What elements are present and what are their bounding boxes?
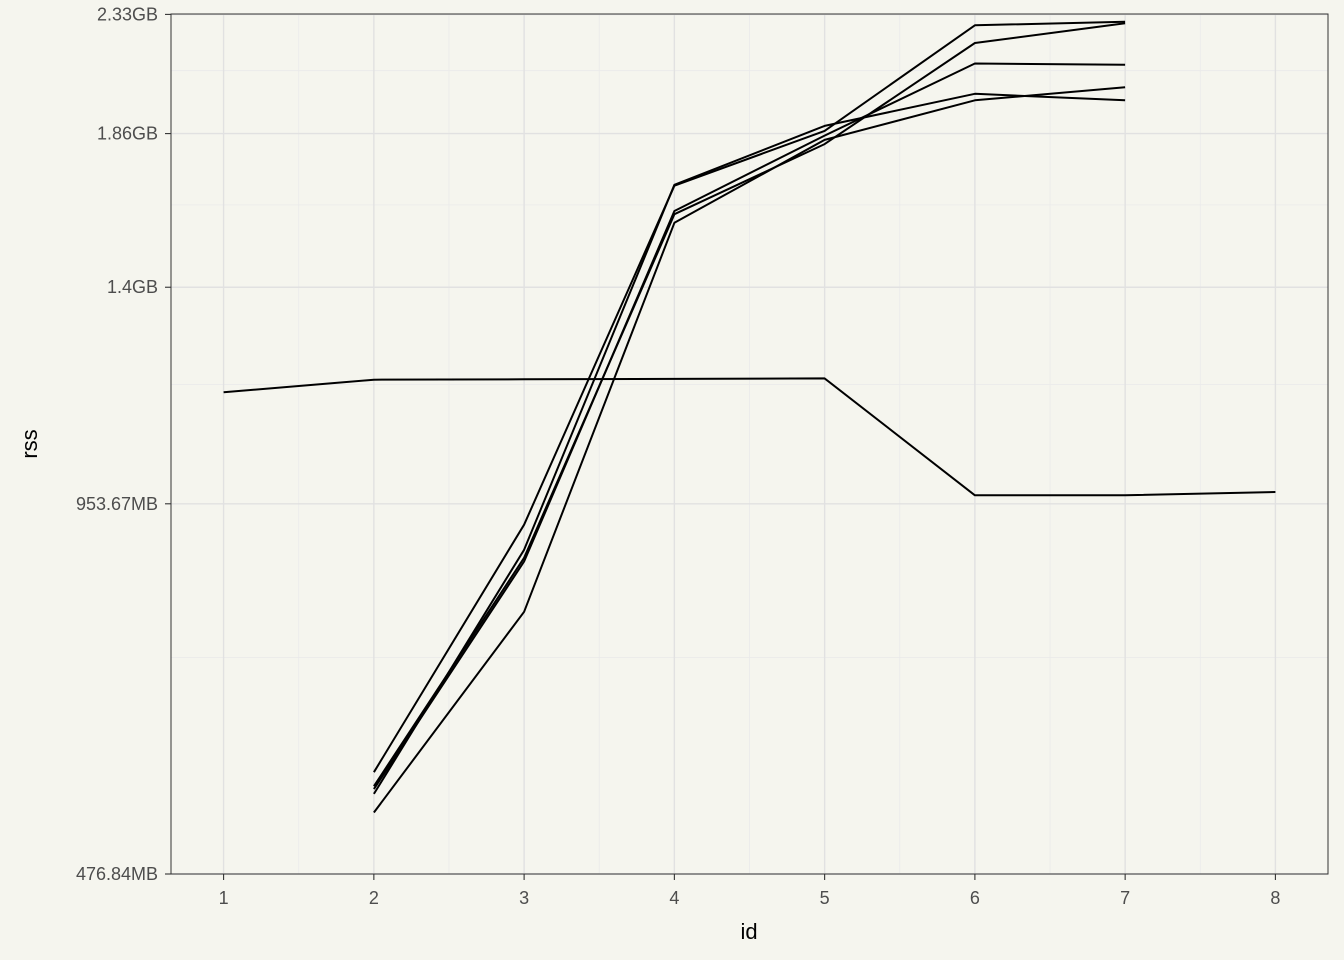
x-tick-label: 1 [219, 888, 229, 908]
series-lines [223, 20, 1276, 814]
y-tick-label: 953.67MB [76, 494, 158, 514]
x-axis-title: id [740, 919, 757, 944]
x-axis: 1 2 3 4 5 6 7 8 [219, 874, 1280, 908]
series-line-3 [373, 22, 1126, 787]
plot-border [170, 13, 1329, 875]
y-tick-label: 1.4GB [107, 277, 158, 297]
x-tick-label: 2 [369, 888, 379, 908]
y-tick-label: 2.33GB [97, 4, 158, 24]
series-line-4 [373, 62, 1126, 790]
x-tick-label: 8 [1270, 888, 1280, 908]
x-tick-label: 6 [970, 888, 980, 908]
x-tick-label: 5 [820, 888, 830, 908]
series-line-2 [373, 20, 1126, 773]
y-axis: 476.84MB 953.67MB 1.4GB 1.86GB 2.33GB [76, 4, 171, 884]
series-line-5 [373, 92, 1126, 795]
x-tick-label: 7 [1120, 888, 1130, 908]
x-tick-label: 3 [519, 888, 529, 908]
series-line-6 [373, 86, 1126, 814]
y-axis-title: rss [17, 429, 42, 458]
minor-gridlines [171, 14, 1328, 874]
x-tick-label: 4 [669, 888, 679, 908]
y-tick-label: 476.84MB [76, 864, 158, 884]
y-tick-label: 1.86GB [97, 124, 158, 144]
series-line-1 [223, 377, 1276, 497]
